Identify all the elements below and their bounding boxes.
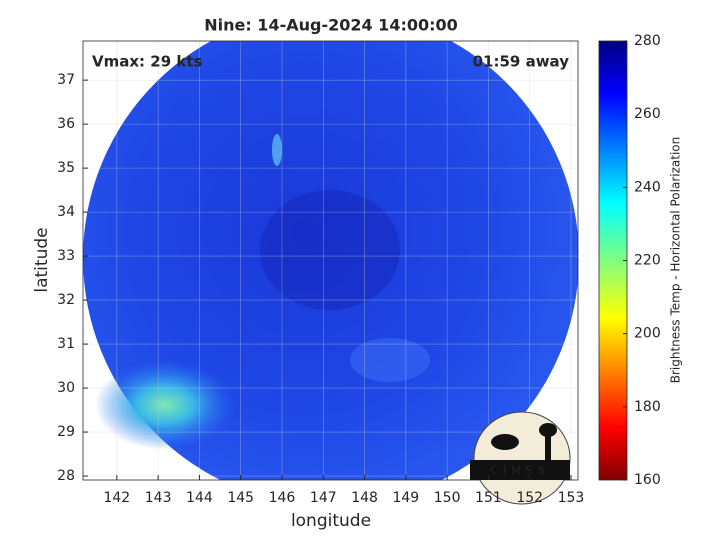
x-tick-label: 149 xyxy=(392,490,419,506)
y-tick-label: 35 xyxy=(57,160,75,176)
colorbar-tick-label: 220 xyxy=(634,253,661,269)
x-tick-label: 148 xyxy=(351,490,378,506)
satellite-image xyxy=(83,41,578,480)
logo: CIMSS xyxy=(470,411,571,505)
y-tick-label: 29 xyxy=(57,424,75,440)
y-tick-label: 37 xyxy=(57,72,75,88)
colorbar-tick-label: 200 xyxy=(634,326,661,342)
y-tick-label: 28 xyxy=(57,468,75,484)
logo-text: CIMSS xyxy=(490,464,549,477)
x-tick-label: 142 xyxy=(103,490,130,506)
colorbar-tick-label: 260 xyxy=(634,106,661,122)
x-tick-label: 143 xyxy=(145,490,172,506)
annotation: Vmax: 29 kts xyxy=(92,53,202,71)
annotation: 01:59 away xyxy=(473,53,570,71)
axes-frame xyxy=(82,40,579,481)
x-tick-label: 150 xyxy=(434,490,461,506)
x-tick-label: 145 xyxy=(227,490,254,506)
chart-title: Nine: 14-Aug-2024 14:00:00 xyxy=(204,16,458,35)
x-tick-label: 153 xyxy=(558,490,585,506)
colorbar-label: Brightness Temp - Horizontal Polarizatio… xyxy=(669,137,683,384)
colorbar-tick-label: 280 xyxy=(634,33,661,49)
x-axis-label: longitude xyxy=(291,511,371,531)
y-tick-label: 33 xyxy=(57,248,75,264)
colorbar-tick-label: 240 xyxy=(634,179,661,195)
y-tick-label: 32 xyxy=(57,292,75,308)
x-tick-label: 144 xyxy=(186,490,213,506)
y-tick-label: 30 xyxy=(57,380,75,396)
y-tick-label: 36 xyxy=(57,116,75,132)
y-axis-label: latitude xyxy=(32,227,52,292)
colorbar-tick-label: 160 xyxy=(634,472,661,488)
x-tick-label: 152 xyxy=(516,490,543,506)
colorbar xyxy=(598,40,628,481)
y-tick-label: 31 xyxy=(57,336,75,352)
x-tick-label: 146 xyxy=(269,490,296,506)
colorbar-tick-label: 180 xyxy=(634,399,661,415)
y-tick-label: 34 xyxy=(57,204,75,220)
x-tick-label: 151 xyxy=(475,490,502,506)
x-tick-label: 147 xyxy=(310,490,337,506)
